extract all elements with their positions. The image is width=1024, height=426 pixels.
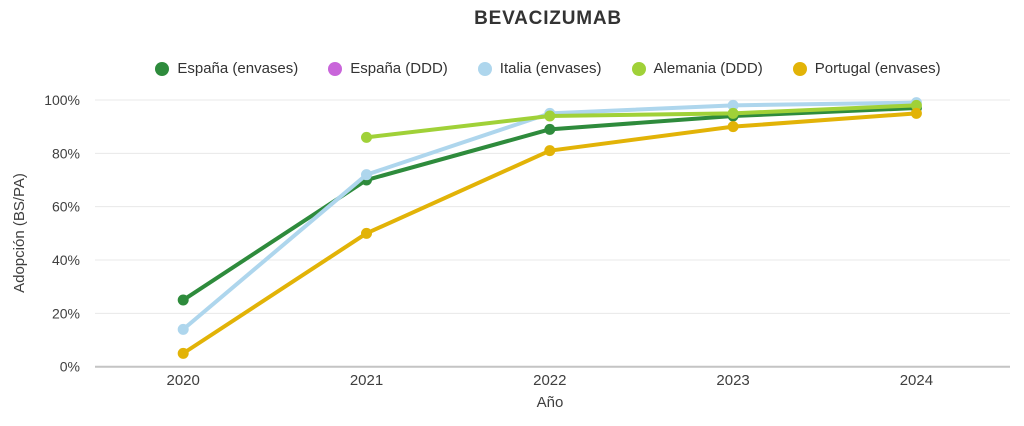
legend-label: España (DDD) xyxy=(350,60,448,77)
series-line-espana-envases xyxy=(181,106,919,303)
data-point-portugal-envases-2021[interactable] xyxy=(361,227,372,239)
legend-swatch-espana-envases xyxy=(155,61,170,76)
y-tick-label: 0% xyxy=(60,359,80,375)
x-tick-label: 2020 xyxy=(167,372,200,389)
legend-swatch-espana-ddd xyxy=(328,61,343,76)
data-point-portugal-envases-2023[interactable] xyxy=(727,121,739,133)
legend-item-espana-ddd[interactable]: España (DDD) xyxy=(328,60,448,77)
data-point-italia-envases-2020[interactable] xyxy=(177,323,189,335)
data-point-alemania-ddd-2024[interactable] xyxy=(910,99,922,111)
legend-item-espana-envases[interactable]: España (envases) xyxy=(155,60,298,77)
x-tick-label: 2021 xyxy=(350,372,383,389)
data-point-italia-envases-2023[interactable] xyxy=(727,99,739,111)
x-tick-label: 2022 xyxy=(533,372,566,389)
data-point-portugal-envases-2022[interactable] xyxy=(544,145,556,157)
x-axis-title: Año xyxy=(537,394,564,411)
data-point-portugal-envases-2020[interactable] xyxy=(177,347,189,359)
legend-item-portugal-envases[interactable]: Portugal (envases) xyxy=(792,60,941,77)
legend-label: Italia (envases) xyxy=(499,60,602,77)
data-point-alemania-ddd-2023[interactable] xyxy=(727,107,739,119)
grid-layer xyxy=(95,99,1010,368)
data-point-alemania-ddd-2021[interactable] xyxy=(361,131,372,143)
y-tick-label: 20% xyxy=(52,305,80,321)
y-tick-label: 40% xyxy=(52,252,80,268)
data-point-italia-envases-2021[interactable] xyxy=(361,169,372,181)
chart-title: BEVACIZUMAB xyxy=(474,8,622,29)
y-tick-label: 80% xyxy=(52,145,80,161)
y-tick-label: 100% xyxy=(44,92,80,108)
series-line-alemania-ddd xyxy=(364,103,919,140)
legend-item-alemania-ddd[interactable]: Alemania (DDD) xyxy=(631,60,763,77)
legend-label: España (envases) xyxy=(177,60,299,77)
data-point-espana-envases-2022[interactable] xyxy=(544,123,556,135)
x-tick-label: 2023 xyxy=(716,372,749,389)
tick-layer: 0% 20% 40% 60% 80% 100% 2020 2021 2022 2023 2024 xyxy=(44,92,933,389)
series-line-italia-envases xyxy=(181,100,919,332)
legend-swatch-alemania-ddd xyxy=(631,61,646,76)
x-tick-label: 2024 xyxy=(900,372,933,389)
legend-label: Alemania (DDD) xyxy=(653,60,763,77)
y-axis-title: Adopción (BS/PA) xyxy=(11,173,28,293)
chart-legend: España (envases) España (DDD) Italia (enva… xyxy=(72,60,1024,77)
y-tick-label: 60% xyxy=(52,199,80,215)
data-point-portugal-envases-2024[interactable] xyxy=(910,107,922,119)
legend-label: Portugal (envases) xyxy=(814,60,941,77)
data-point-alemania-ddd-2022[interactable] xyxy=(544,110,556,122)
legend-swatch-portugal-envases xyxy=(792,61,807,76)
legend-swatch-italia-envases xyxy=(477,61,492,76)
series-layer xyxy=(177,97,922,359)
data-point-espana-envases-2020[interactable] xyxy=(177,294,189,306)
legend-item-italia-envases[interactable]: Italia (envases) xyxy=(477,60,602,77)
